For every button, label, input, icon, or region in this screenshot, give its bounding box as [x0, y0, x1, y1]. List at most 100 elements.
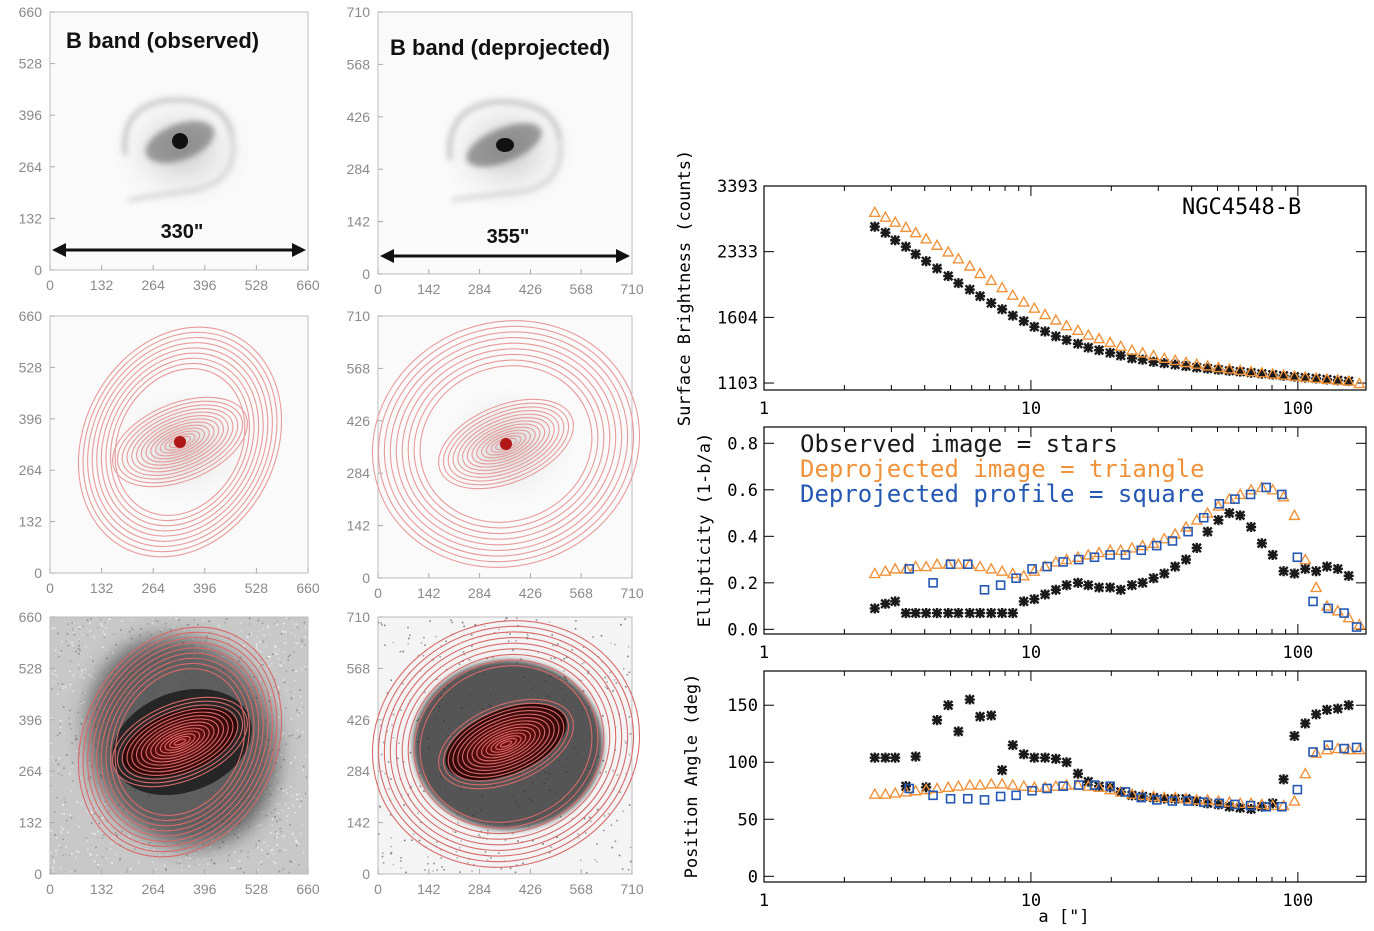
noise-speck: [625, 686, 627, 688]
noise-speck: [611, 846, 614, 849]
isophote-ellipse: [109, 662, 251, 822]
noise-speck: [585, 871, 588, 874]
noise-speck: [302, 731, 304, 733]
noise-speck: [280, 665, 282, 667]
data-point-square: [1105, 550, 1115, 560]
noise-speck: [516, 617, 518, 619]
data-point-star: [1332, 563, 1343, 574]
isophote-ellipse: [173, 738, 187, 746]
noise-speck: [457, 822, 459, 824]
isophote-ellipse: [91, 642, 269, 842]
noise-speck: [147, 623, 150, 625]
noise-speck: [458, 846, 461, 848]
noise-speck: [274, 646, 277, 649]
noise-speck: [463, 625, 465, 628]
noise-speck: [52, 867, 55, 869]
noise-speck: [620, 623, 622, 626]
data-point-triangle: [930, 557, 944, 569]
noise-speck: [227, 637, 230, 639]
noise-speck: [53, 861, 56, 864]
noise-speck: [90, 854, 92, 856]
data-point-star: [1267, 549, 1278, 560]
isophote-ellipse: [383, 331, 629, 557]
isophote-ellipse: [490, 735, 522, 753]
noise-speck: [114, 832, 117, 834]
noise-speck: [99, 619, 102, 621]
noise-speck: [234, 656, 236, 658]
noise-speck: [248, 826, 251, 828]
legend-entry-stars: Observed image = stars: [800, 430, 1118, 458]
noise-speck: [133, 848, 136, 850]
noise-speck: [278, 870, 281, 873]
noise-speck: [60, 688, 62, 691]
noise-speck: [577, 837, 580, 839]
isophote-ellipse: [499, 740, 513, 748]
data-point-triangle: [1309, 746, 1323, 758]
data-point-star: [880, 752, 891, 763]
isophote-ellipse: [471, 723, 541, 765]
noise-speck: [76, 801, 78, 803]
noise-speck: [69, 871, 72, 873]
noise-speck: [82, 692, 84, 694]
noise-speck: [492, 656, 494, 659]
noise-speck: [289, 823, 291, 826]
noise-speck: [67, 644, 70, 647]
x-tick-label: 10: [1021, 399, 1041, 419]
data-point-square: [1011, 790, 1021, 801]
data-point-star: [1311, 373, 1322, 384]
noise-speck: [292, 669, 294, 671]
data-point-square: [1058, 557, 1068, 567]
noise-speck: [106, 621, 109, 623]
noise-speck: [159, 630, 162, 633]
noise-speck: [282, 835, 284, 838]
noise-speck: [95, 846, 97, 849]
noise-speck: [249, 623, 251, 625]
noise-speck: [54, 670, 57, 672]
isophote-ellipse: [126, 408, 234, 476]
noise-speck: [384, 624, 386, 627]
noise-speck: [274, 653, 277, 655]
noise-speck: [86, 839, 89, 842]
noise-speck: [305, 668, 307, 671]
noise-speck: [383, 741, 385, 744]
noise-speck: [380, 622, 382, 624]
noise-speck: [62, 838, 65, 841]
noise-speck: [269, 793, 272, 796]
noise-speck: [509, 633, 511, 635]
data-point-star: [1105, 582, 1116, 593]
noise-speck: [628, 753, 631, 756]
noise-speck: [301, 640, 304, 643]
noise-speck: [304, 755, 307, 757]
data-point-square: [1230, 494, 1240, 504]
data-point-triangle: [1168, 527, 1182, 539]
noise-speck: [399, 650, 402, 653]
noise-speck: [71, 742, 73, 745]
data-point-triangle: [1158, 532, 1171, 544]
y-axis-label: Position Angle (deg): [682, 674, 702, 879]
image-x-tick-label: 528: [245, 881, 269, 897]
scale-label-deprojected: 355": [487, 226, 530, 248]
noise-speck: [213, 852, 215, 854]
noise-speck: [423, 790, 425, 792]
data-point-square: [1167, 536, 1178, 546]
panel-observed-raw: B band (observed) 330": [49, 11, 309, 271]
data-point-triangle: [1277, 368, 1290, 380]
image-x-tick-label: 426: [519, 881, 543, 897]
noise-speck: [407, 642, 409, 645]
data-point-square: [928, 578, 938, 588]
noise-speck: [422, 654, 425, 657]
series-square: [904, 482, 1362, 632]
noise-speck: [294, 756, 297, 759]
noise-speck: [78, 825, 80, 828]
data-point-star: [1040, 752, 1051, 763]
noise-speck: [609, 671, 612, 674]
noise-speck: [613, 679, 616, 681]
image-y-tick-label: 710: [347, 4, 371, 20]
noise-speck: [423, 636, 425, 639]
noise-speck: [60, 650, 63, 652]
image-x-tick-label: 132: [90, 277, 114, 293]
data-point-triangle: [1082, 548, 1095, 560]
noise-speck: [256, 846, 259, 849]
noise-speck: [128, 631, 131, 633]
noise-speck: [62, 706, 65, 708]
